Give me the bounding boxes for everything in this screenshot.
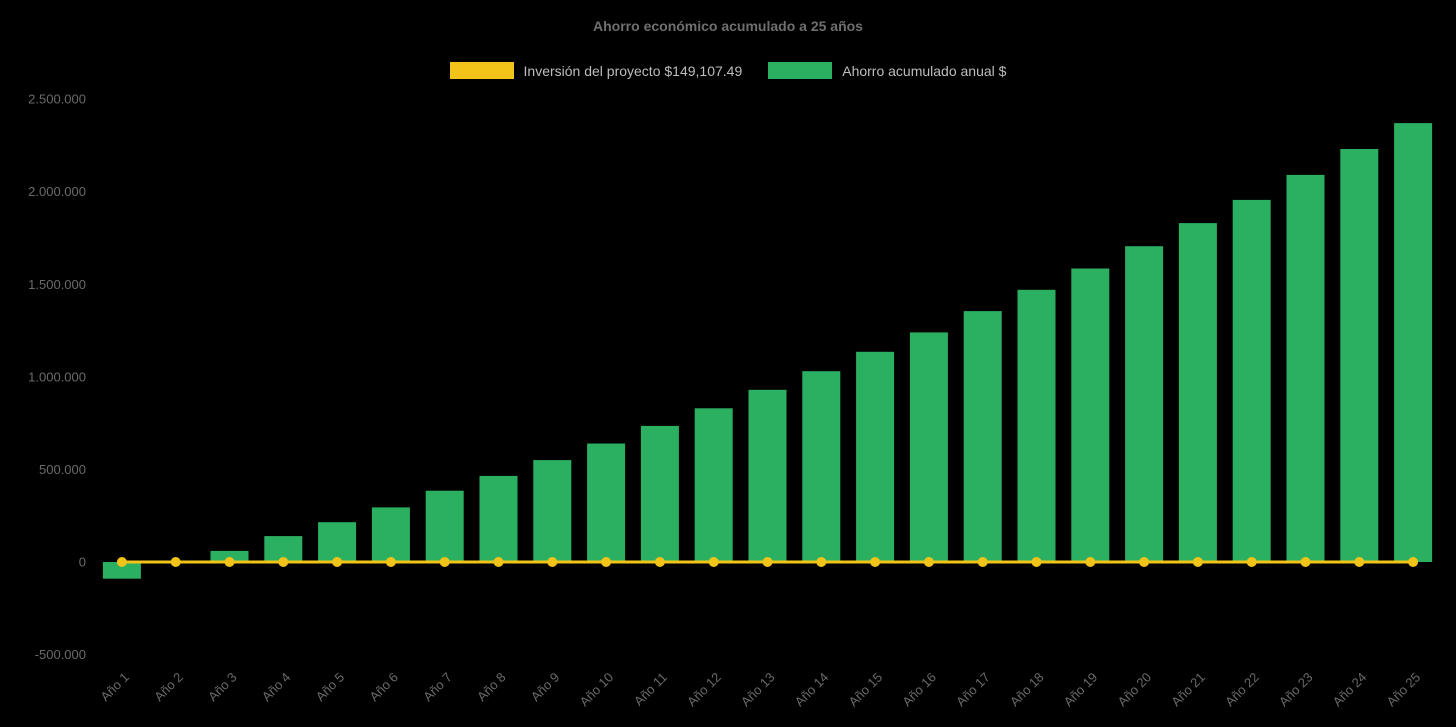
bar-año-6[interactable] <box>371 507 410 562</box>
investment-line-marker[interactable] <box>439 557 450 567</box>
bar-año-8[interactable] <box>479 475 518 562</box>
bar-año-3[interactable] <box>210 550 249 562</box>
x-axis-label: Año 15 <box>845 670 885 710</box>
bar-año-11[interactable] <box>640 425 679 562</box>
bar-año-1[interactable] <box>102 562 141 579</box>
bar-año-23[interactable] <box>1286 174 1325 562</box>
investment-line-marker[interactable] <box>601 557 612 567</box>
x-axis-label: Año 21 <box>1168 670 1208 710</box>
x-axis-label: Año 13 <box>738 670 778 710</box>
x-axis-label: Año 1 <box>97 670 132 705</box>
x-axis-label: Año 25 <box>1383 670 1423 710</box>
bar-año-16[interactable] <box>909 332 948 562</box>
investment-line-marker[interactable] <box>1085 557 1096 567</box>
y-axis-label: 500.000 <box>39 462 86 477</box>
investment-line-marker[interactable] <box>870 557 881 567</box>
bar-año-7[interactable] <box>425 490 464 562</box>
x-axis-label: Año 16 <box>899 670 939 710</box>
bar-año-19[interactable] <box>1071 268 1110 563</box>
legend: Inversión del proyecto $149,107.49 Ahorr… <box>0 62 1456 79</box>
x-axis-label: Año 12 <box>684 670 724 710</box>
investment-line-marker[interactable] <box>816 557 827 567</box>
investment-line-marker[interactable] <box>547 557 558 567</box>
bar-año-18[interactable] <box>1017 289 1056 562</box>
x-axis-label: Año 2 <box>151 670 186 705</box>
investment-line-marker[interactable] <box>1354 557 1365 567</box>
x-axis-label: Año 4 <box>259 670 294 705</box>
y-axis-label: 1.000.000 <box>28 369 86 384</box>
investment-line-marker[interactable] <box>385 557 396 567</box>
bar-año-9[interactable] <box>533 460 572 562</box>
investment-line-marker[interactable] <box>493 557 504 567</box>
investment-line-marker[interactable] <box>170 557 181 567</box>
y-axis-label: 2.000.000 <box>28 184 86 199</box>
legend-label-savings: Ahorro acumulado anual $ <box>842 62 1007 79</box>
bar-año-22[interactable] <box>1232 199 1271 562</box>
investment-line-marker[interactable] <box>977 557 988 567</box>
y-axis-label: 1.500.000 <box>28 277 86 292</box>
y-axis-label: 0 <box>79 555 86 570</box>
investment-line-marker[interactable] <box>762 557 773 567</box>
x-axis-label: Año 19 <box>1061 670 1101 710</box>
bar-año-15[interactable] <box>856 351 895 562</box>
investment-line-marker[interactable] <box>1192 557 1203 567</box>
bar-año-13[interactable] <box>748 389 787 562</box>
legend-swatch-investment <box>449 62 514 79</box>
investment-line-marker[interactable] <box>224 557 235 567</box>
investment-line-marker[interactable] <box>923 557 934 567</box>
x-axis-label: Año 3 <box>205 670 240 705</box>
y-axis-label: -500.000 <box>35 647 86 662</box>
bar-año-14[interactable] <box>802 371 841 562</box>
bar-año-10[interactable] <box>587 443 626 563</box>
investment-line-marker[interactable] <box>278 557 289 567</box>
bar-año-21[interactable] <box>1178 223 1217 562</box>
x-axis-label: Año 17 <box>953 670 993 710</box>
x-axis-label: Año 22 <box>1222 670 1262 710</box>
x-axis-label: Año 23 <box>1276 670 1316 710</box>
x-axis-label: Año 14 <box>792 670 832 710</box>
bar-año-17[interactable] <box>963 311 1002 562</box>
x-axis-label: Año 7 <box>420 670 455 705</box>
investment-line-marker[interactable] <box>1246 557 1257 567</box>
legend-item-savings[interactable]: Ahorro acumulado anual $ <box>768 62 1006 79</box>
investment-line-marker[interactable] <box>1139 557 1150 567</box>
legend-swatch-savings <box>768 62 833 79</box>
x-axis-label: Año 8 <box>474 670 509 705</box>
x-axis-label: Año 18 <box>1007 670 1047 710</box>
bar-año-20[interactable] <box>1125 246 1164 562</box>
investment-line-marker[interactable] <box>332 557 343 567</box>
investment-line-marker[interactable] <box>1031 557 1042 567</box>
x-axis-label: Año 9 <box>528 670 563 705</box>
x-axis-label: Año 5 <box>313 670 348 705</box>
investment-line-marker[interactable] <box>654 557 665 567</box>
x-axis-label: Año 6 <box>366 670 401 705</box>
investment-line-marker[interactable] <box>1300 557 1311 567</box>
x-axis-label: Año 10 <box>576 670 616 710</box>
legend-item-investment[interactable]: Inversión del proyecto $149,107.49 <box>449 62 743 79</box>
x-axis-label: Año 24 <box>1330 670 1370 710</box>
bar-año-24[interactable] <box>1340 149 1379 562</box>
bar-año-12[interactable] <box>694 408 733 562</box>
legend-label-investment: Inversión del proyecto $149,107.49 <box>523 62 743 79</box>
investment-line-marker[interactable] <box>116 557 127 567</box>
y-axis-label: 2.500.000 <box>28 92 86 107</box>
bar-año-25[interactable] <box>1394 123 1433 562</box>
x-axis-label: Año 20 <box>1114 670 1154 710</box>
investment-line-marker[interactable] <box>1408 557 1419 567</box>
investment-line-marker[interactable] <box>708 557 719 567</box>
bar-año-5[interactable] <box>318 522 357 562</box>
chart-title: Ahorro económico acumulado a 25 años <box>593 18 863 34</box>
x-axis-label: Año 11 <box>631 670 670 709</box>
